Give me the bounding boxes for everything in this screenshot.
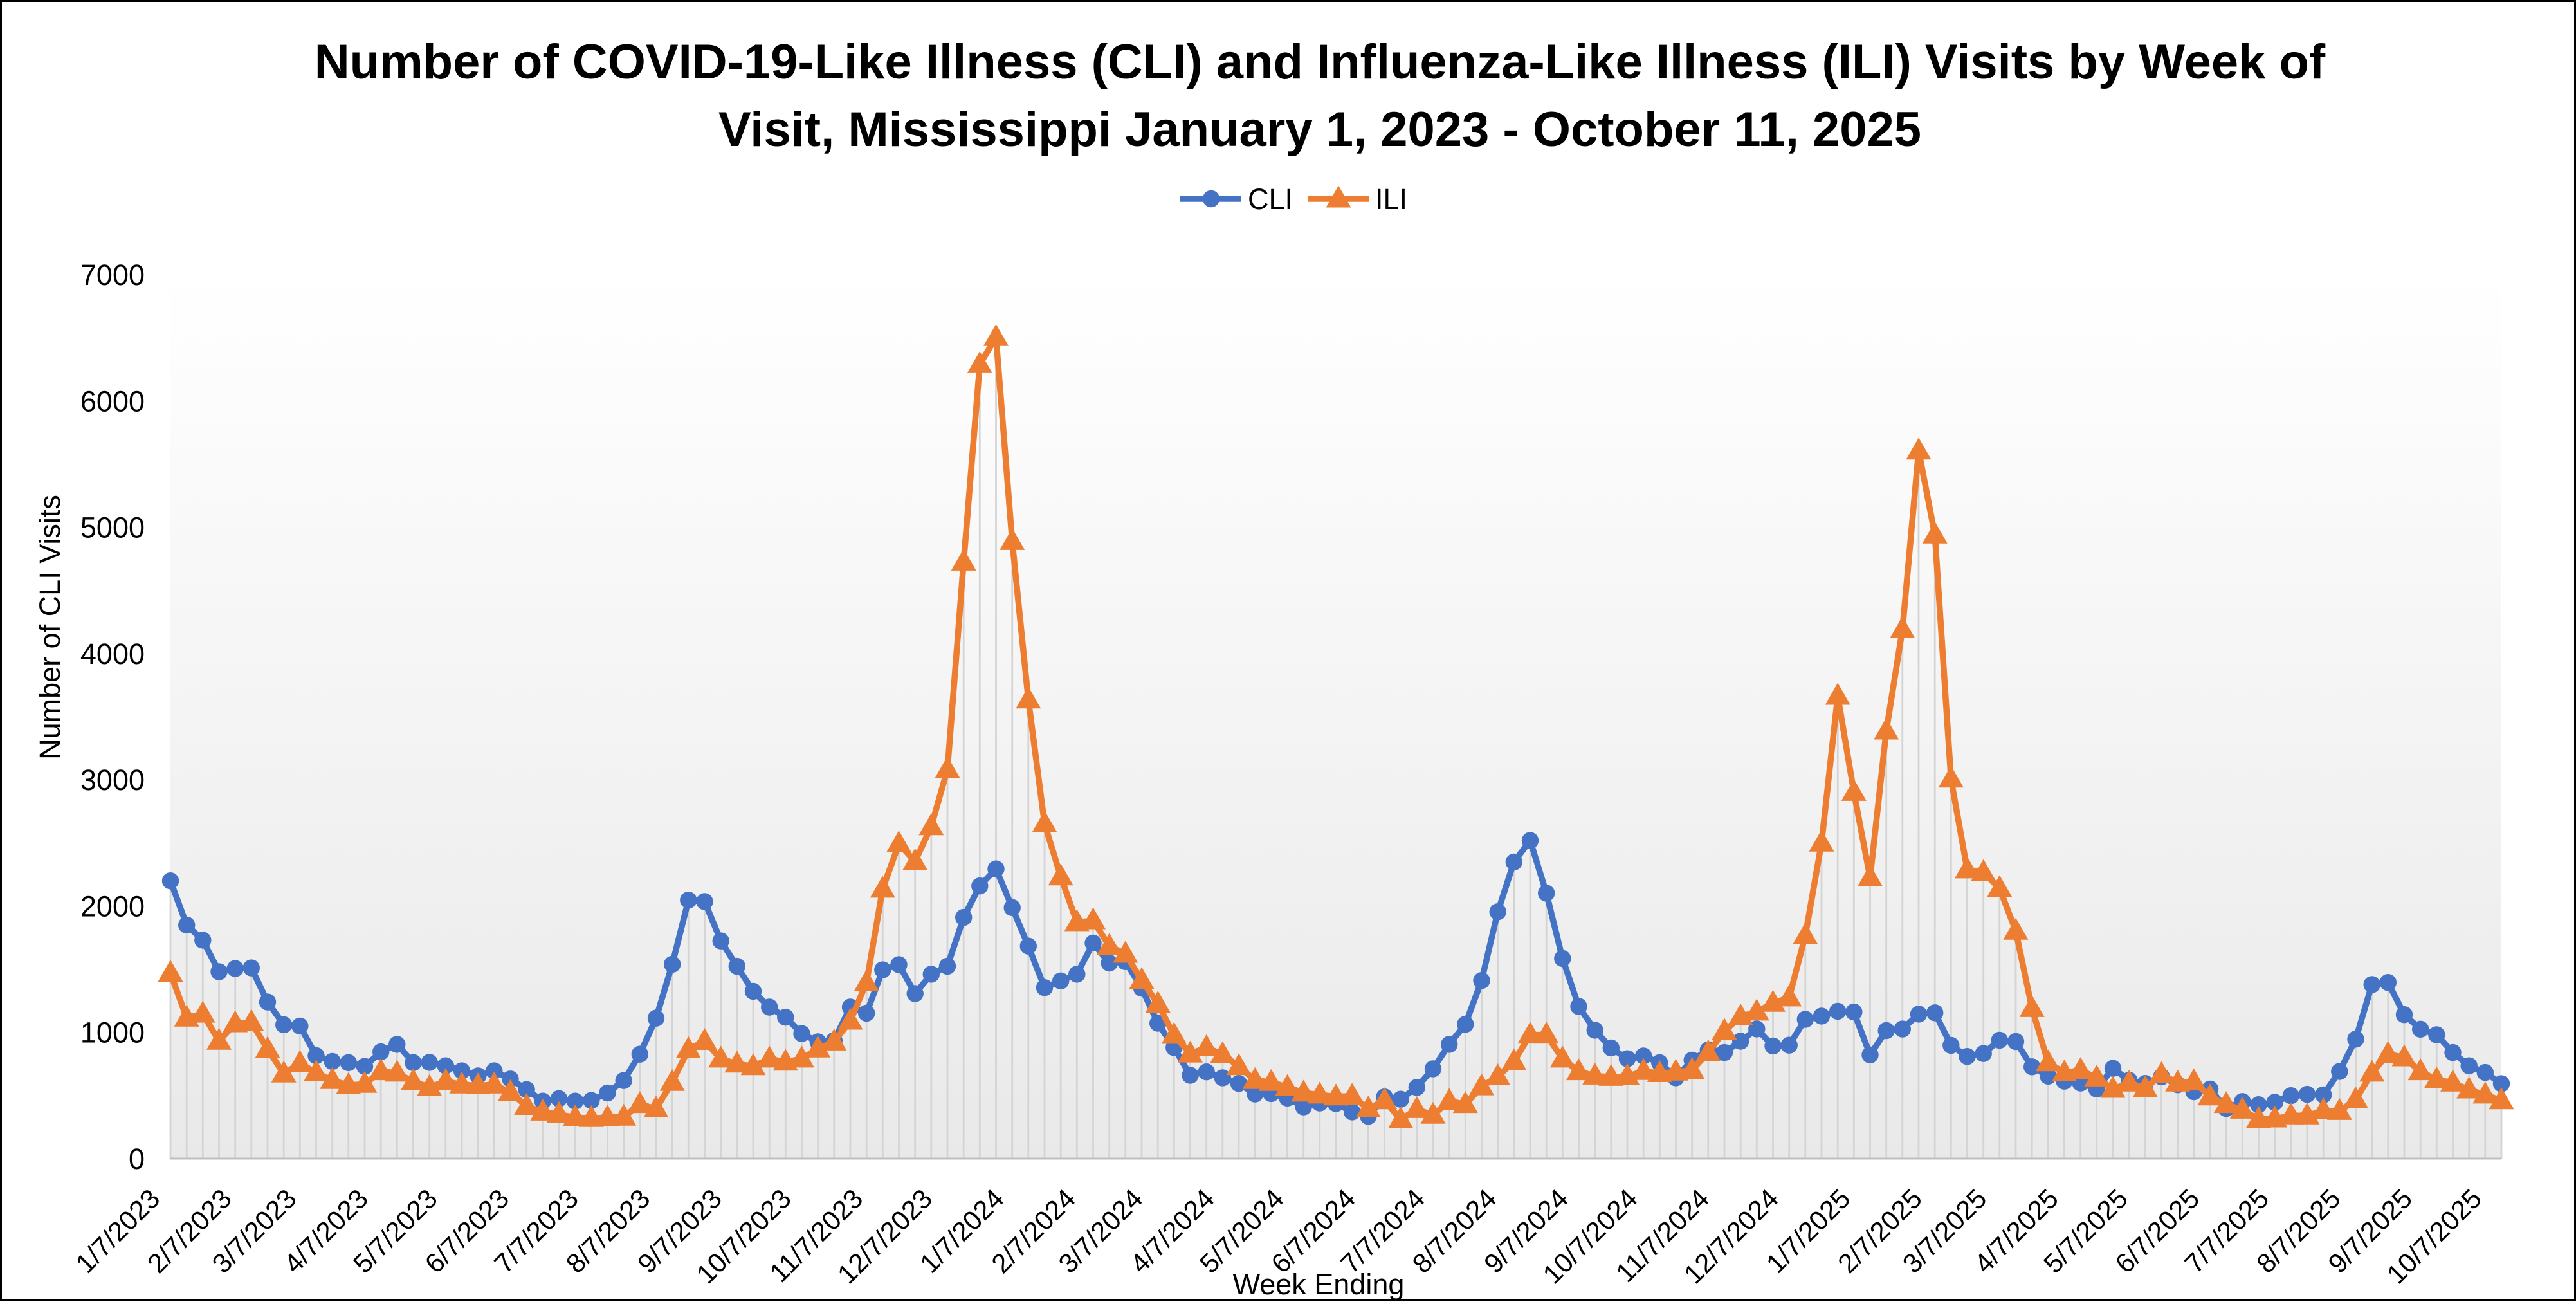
svg-text:4000: 4000: [80, 638, 145, 670]
svg-text:5000: 5000: [80, 511, 145, 544]
svg-text:6000: 6000: [80, 385, 145, 418]
svg-text:1000: 1000: [80, 1016, 145, 1049]
svg-text:CLI: CLI: [1248, 183, 1293, 216]
svg-text:Number of CLI Visits: Number of CLI Visits: [33, 495, 66, 760]
svg-text:2000: 2000: [80, 890, 145, 923]
svg-text:0: 0: [129, 1143, 145, 1175]
svg-text:ILI: ILI: [1375, 183, 1407, 216]
svg-text:Number of COVID-19-Like Illnes: Number of COVID-19-Like Illness (CLI) an…: [315, 35, 2326, 89]
svg-text:7000: 7000: [80, 259, 145, 291]
svg-text:3000: 3000: [80, 764, 145, 796]
svg-text:Visit, Mississippi January 1,: Visit, Mississippi January 1, 2023 - Oct…: [718, 102, 1921, 157]
svg-text:Week Ending: Week Ending: [1233, 1268, 1405, 1301]
